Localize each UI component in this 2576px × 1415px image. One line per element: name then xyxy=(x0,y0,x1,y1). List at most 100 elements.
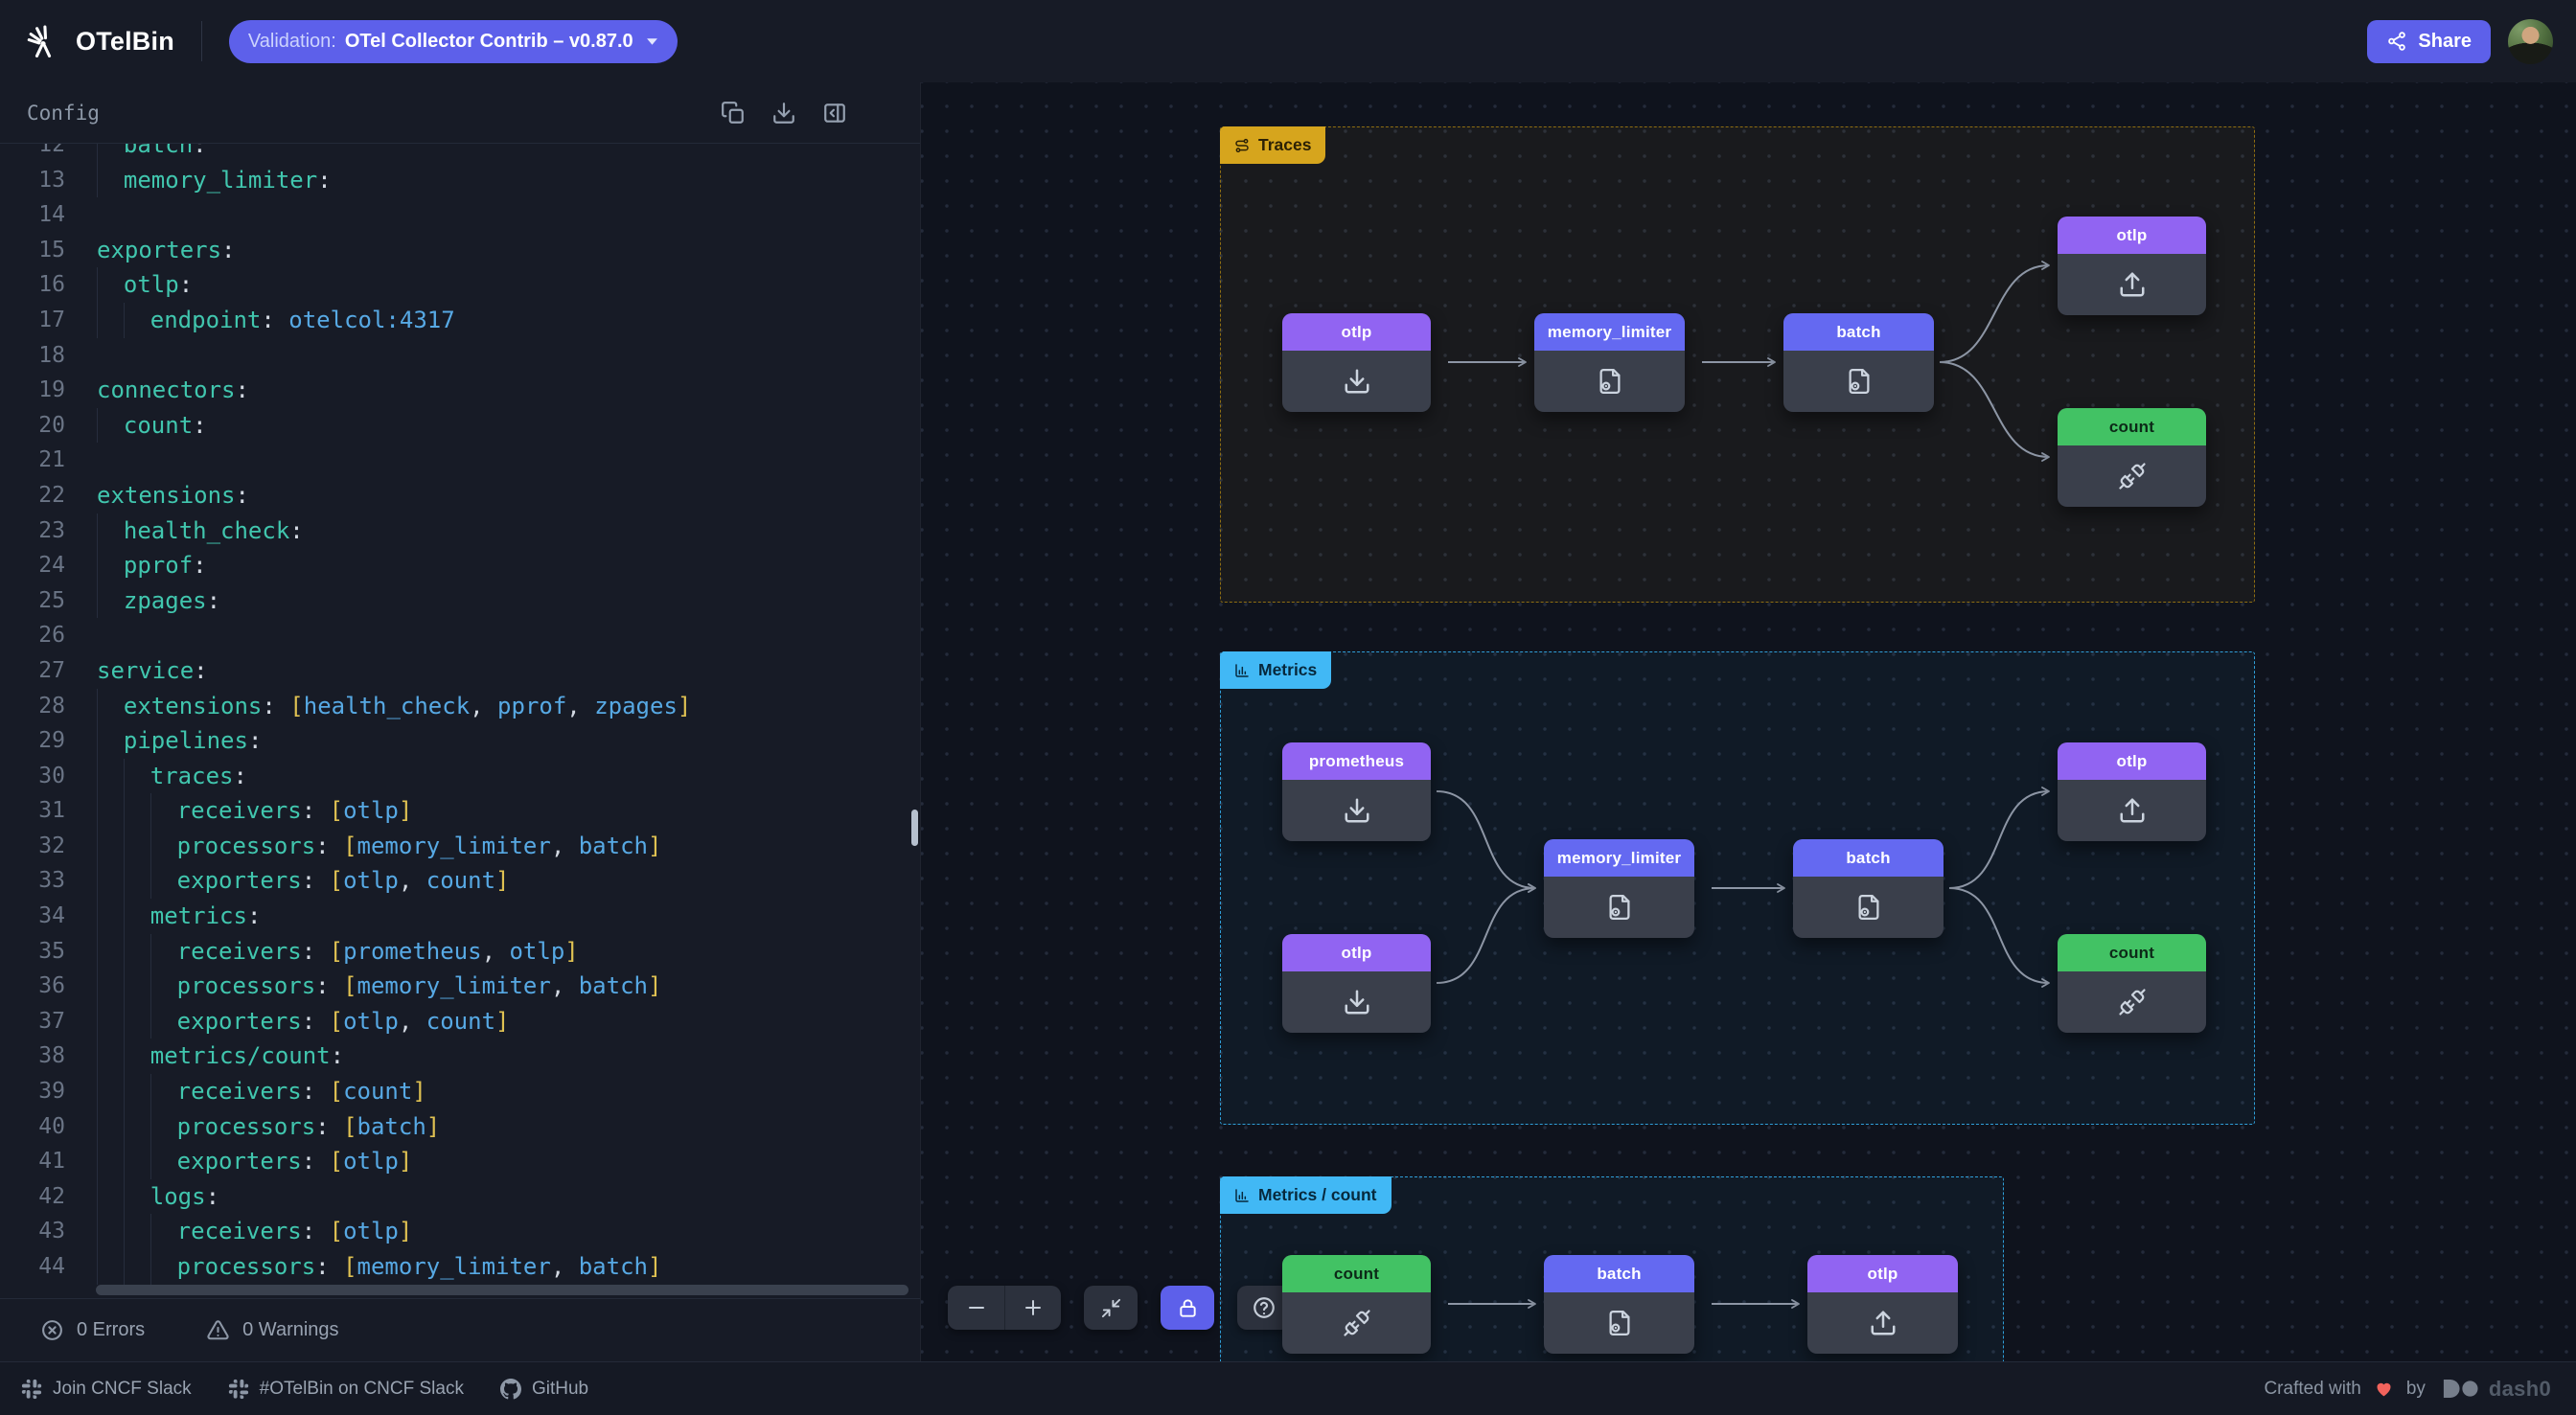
processor-icon xyxy=(1544,877,1694,938)
node-processor-batch[interactable]: batch xyxy=(1783,313,1934,412)
vertical-scrollbar-thumb[interactable] xyxy=(911,810,918,846)
node-label: count xyxy=(2058,934,2206,971)
line-number: 30 xyxy=(0,759,65,794)
node-label: otlp xyxy=(1807,1255,1958,1292)
share-button[interactable]: Share xyxy=(2367,20,2491,63)
code-line: 20count: xyxy=(0,408,920,444)
node-exporter-otlp[interactable]: otlp xyxy=(2058,217,2206,315)
line-number: 35 xyxy=(0,934,65,970)
receiver-icon xyxy=(1282,780,1431,841)
footer-link-github[interactable]: GitHub xyxy=(500,1379,588,1400)
code-line: 27service: xyxy=(0,653,920,689)
pipeline-canvas[interactable]: Traces Metrics Metrics / count otlp memory_l… xyxy=(920,82,2576,1361)
code-line: 43receivers: [otlp] xyxy=(0,1214,920,1249)
node-processor-memory_limiter[interactable]: memory_limiter xyxy=(1534,313,1685,412)
node-label: memory_limiter xyxy=(1544,839,1694,877)
line-number: 20 xyxy=(0,408,65,444)
node-receiver-otlp[interactable]: otlp xyxy=(1282,313,1431,412)
line-number: 13 xyxy=(0,163,65,198)
processor-icon xyxy=(1783,351,1934,412)
code-line: 34metrics: xyxy=(0,899,920,934)
collapse-panel-button[interactable] xyxy=(822,101,847,126)
node-processor-batch[interactable]: batch xyxy=(1793,839,1944,938)
dash0-logo xyxy=(2442,1379,2478,1399)
line-number: 19 xyxy=(0,373,65,408)
node-processor-memory_limiter[interactable]: memory_limiter xyxy=(1544,839,1694,938)
node-receiver-otlp[interactable]: otlp xyxy=(1282,934,1431,1033)
group-label: Metrics xyxy=(1258,660,1317,680)
credit-prefix: Crafted with xyxy=(2264,1379,2360,1400)
share-icon xyxy=(2386,31,2407,52)
zoom-out-button[interactable] xyxy=(948,1286,1004,1330)
line-number: 38 xyxy=(0,1038,65,1074)
config-panel-title: Config xyxy=(27,102,100,125)
code-line: 39receivers: [count] xyxy=(0,1074,920,1109)
group-label: Metrics / count xyxy=(1258,1185,1377,1205)
user-avatar[interactable] xyxy=(2508,19,2553,64)
line-number: 18 xyxy=(0,338,65,374)
node-label: count xyxy=(1282,1255,1431,1292)
exporter-icon xyxy=(1807,1292,1958,1354)
group-badge-metrics-count: Metrics / count xyxy=(1220,1176,1392,1214)
connector-icon xyxy=(2058,445,2206,507)
code-line: 12batch: xyxy=(0,144,920,163)
node-exporter-otlp[interactable]: otlp xyxy=(1807,1255,1958,1354)
zoom-in-button[interactable] xyxy=(1004,1286,1061,1330)
config-panel: Config 12batch:13memory_limiter:1415expo… xyxy=(0,82,920,1361)
canvas-controls xyxy=(948,1286,1291,1330)
copy-config-button[interactable] xyxy=(721,101,746,126)
horizontal-scrollbar-thumb[interactable] xyxy=(96,1285,908,1295)
line-number: 12 xyxy=(0,144,65,163)
slack-icon xyxy=(21,1379,42,1400)
footer-link-join-cncf-slack[interactable]: Join CNCF Slack xyxy=(21,1379,192,1400)
app-footer: Join CNCF Slack #OTelBin on CNCF Slack Git… xyxy=(0,1361,2576,1415)
fit-view-button[interactable] xyxy=(1084,1286,1138,1330)
code-line: 21 xyxy=(0,443,920,478)
node-connector-count[interactable]: count xyxy=(1282,1255,1431,1354)
code-line: 18 xyxy=(0,338,920,374)
app-title: OTelBin xyxy=(76,27,174,57)
code-line: 35receivers: [prometheus, otlp] xyxy=(0,934,920,970)
otelbin-app: OTelBin Validation: OTel Collector Contr… xyxy=(0,0,2576,1415)
validation-label: Validation: xyxy=(248,31,336,53)
code-editor[interactable]: 12batch:13memory_limiter:1415exporters:1… xyxy=(0,144,920,1298)
node-receiver-prometheus[interactable]: prometheus xyxy=(1282,742,1431,841)
route-icon xyxy=(1234,138,1250,153)
node-label: otlp xyxy=(2058,742,2206,780)
footer-link-label: Join CNCF Slack xyxy=(53,1379,192,1400)
line-number: 39 xyxy=(0,1074,65,1109)
group-badge-traces: Traces xyxy=(1220,126,1325,164)
validation-selector[interactable]: Validation: OTel Collector Contrib – v0.… xyxy=(229,20,678,63)
footer-links: Join CNCF Slack #OTelBin on CNCF Slack Git… xyxy=(21,1379,588,1400)
code-line: 37exporters: [otlp, count] xyxy=(0,1004,920,1039)
exporter-icon xyxy=(2058,254,2206,315)
code-line: 36processors: [memory_limiter, batch] xyxy=(0,969,920,1004)
share-label: Share xyxy=(2418,31,2472,53)
line-number: 26 xyxy=(0,618,65,653)
line-number: 44 xyxy=(0,1249,65,1285)
line-number: 34 xyxy=(0,899,65,934)
chart-icon xyxy=(1234,1188,1250,1203)
brand: OTelBin xyxy=(25,23,174,59)
code-line: 42logs: xyxy=(0,1179,920,1215)
code-line: 19connectors: xyxy=(0,373,920,408)
warnings-count: 0 Warnings xyxy=(242,1319,338,1341)
processor-icon xyxy=(1793,877,1944,938)
node-connector-count[interactable]: count xyxy=(2058,408,2206,507)
otelbin-logo-icon xyxy=(25,23,61,59)
processor-icon xyxy=(1544,1292,1694,1354)
credit-suffix: by xyxy=(2406,1379,2426,1400)
code-line: 30traces: xyxy=(0,759,920,794)
zoom-controls xyxy=(948,1286,1061,1330)
code-line: 28extensions: [health_check, pprof, zpag… xyxy=(0,689,920,724)
footer-link--otelbin-on-cncf-slack[interactable]: #OTelBin on CNCF Slack xyxy=(228,1379,464,1400)
line-number: 23 xyxy=(0,514,65,549)
line-number: 16 xyxy=(0,267,65,303)
node-processor-batch[interactable]: batch xyxy=(1544,1255,1694,1354)
validation-value: OTel Collector Contrib – v0.87.0 xyxy=(345,31,633,53)
download-config-button[interactable] xyxy=(771,101,796,126)
node-connector-count[interactable]: count xyxy=(2058,934,2206,1033)
lock-button[interactable] xyxy=(1161,1286,1214,1330)
line-number: 27 xyxy=(0,653,65,689)
node-exporter-otlp[interactable]: otlp xyxy=(2058,742,2206,841)
